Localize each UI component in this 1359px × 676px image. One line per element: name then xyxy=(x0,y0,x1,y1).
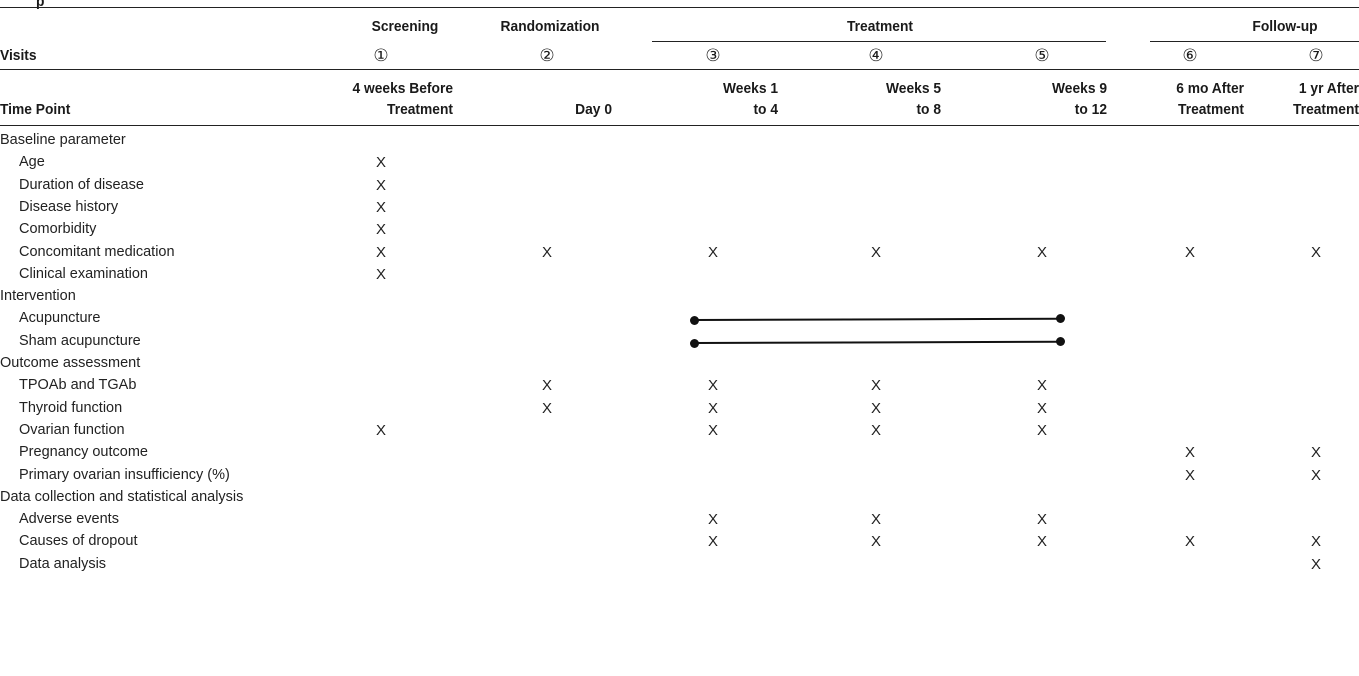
row-label: Comorbidity xyxy=(19,221,97,237)
visit-number-5: ⑤ xyxy=(1034,46,1050,65)
timepoint-3-line-1: Weeks 1 xyxy=(723,80,778,97)
visit-number-7: ⑦ xyxy=(1308,46,1324,65)
cell-mark: X xyxy=(707,511,718,528)
cell-mark: X xyxy=(375,422,386,439)
cell-mark: X xyxy=(1310,244,1321,261)
visit-number-6: ⑥ xyxy=(1182,46,1198,65)
cell-mark: X xyxy=(1036,377,1047,394)
visit-number-3: ③ xyxy=(705,46,721,65)
cell-mark: X xyxy=(1310,556,1321,573)
cell-mark: X xyxy=(1036,422,1047,439)
row-label: Clinical examination xyxy=(19,266,148,282)
timepoint-7-line-1: 1 yr After xyxy=(1298,80,1359,97)
timepoint-label: Time Point xyxy=(0,101,71,118)
cell-mark: X xyxy=(870,511,881,528)
timepoint-2-line-2: Day 0 xyxy=(575,101,612,118)
cell-mark: X xyxy=(1184,467,1195,484)
phase-randomization: Randomization xyxy=(500,18,600,35)
row-label: Concomitant medication xyxy=(19,244,175,260)
row-label: Ovarian function xyxy=(19,422,125,438)
table-title-fragment: p xyxy=(36,0,45,10)
phase-treatment: Treatment xyxy=(847,18,913,35)
cell-mark: X xyxy=(541,377,552,394)
cell-mark: X xyxy=(870,400,881,417)
visits-label: Visits xyxy=(0,47,37,64)
timepoint-5-line-1: Weeks 9 xyxy=(1052,80,1107,97)
timepoint-5-line-2: to 12 xyxy=(1074,101,1107,118)
timepoint-6-line-1: 6 mo After xyxy=(1176,80,1244,97)
section-label: Data collection and statistical analysis xyxy=(0,489,244,505)
cell-mark: X xyxy=(1310,467,1321,484)
treatment-phase-rule xyxy=(652,41,1106,42)
timepoint-6-line-2: Treatment xyxy=(1178,101,1244,118)
cell-mark: X xyxy=(707,400,718,417)
row-label: TPOAb and TGAb xyxy=(19,377,137,393)
row-label: Disease history xyxy=(19,199,119,215)
row-label: Duration of disease xyxy=(19,177,144,193)
cell-mark: X xyxy=(1184,533,1195,550)
cell-mark: X xyxy=(707,244,718,261)
treatment-duration-line xyxy=(693,317,1061,321)
timepoint-4-line-2: to 8 xyxy=(916,101,941,118)
header-bottom-rule xyxy=(0,125,1359,126)
cell-mark: X xyxy=(870,244,881,261)
cell-mark: X xyxy=(541,400,552,417)
row-label: Thyroid function xyxy=(19,400,123,416)
timepoint-1-line-1: 4 weeks Before xyxy=(352,80,453,97)
cell-mark: X xyxy=(1184,444,1195,461)
cell-mark: X xyxy=(707,377,718,394)
cell-mark: X xyxy=(1036,533,1047,550)
timepoint-7-line-2: Treatment xyxy=(1293,101,1359,118)
duration-start-dot xyxy=(690,339,699,348)
row-label: Data analysis xyxy=(19,556,107,572)
duration-end-dot xyxy=(1056,314,1065,323)
visit-number-1: ① xyxy=(373,46,389,65)
cell-mark: X xyxy=(1036,400,1047,417)
cell-mark: X xyxy=(375,154,386,171)
cell-mark: X xyxy=(1036,511,1047,528)
section-label: Outcome assessment xyxy=(0,355,141,371)
row-label: Primary ovarian insufficiency (%) xyxy=(19,467,230,483)
table-top-rule xyxy=(0,7,1359,8)
treatment-duration-line xyxy=(693,340,1061,344)
section-label: Intervention xyxy=(0,288,76,304)
cell-mark: X xyxy=(1310,533,1321,550)
phase-followup: Follow-up xyxy=(1252,18,1318,35)
phase-screening: Screening xyxy=(371,18,439,35)
timepoint-3-line-2: to 4 xyxy=(753,101,778,118)
cell-mark: X xyxy=(870,533,881,550)
followup-phase-rule xyxy=(1150,41,1359,42)
row-label: Pregnancy outcome xyxy=(19,444,148,460)
row-label: Causes of dropout xyxy=(19,533,138,549)
cell-mark: X xyxy=(707,533,718,550)
cell-mark: X xyxy=(1184,244,1195,261)
visits-rule xyxy=(0,69,1359,70)
row-label: Adverse events xyxy=(19,511,119,527)
cell-mark: X xyxy=(375,244,386,261)
timepoint-1-line-2: Treatment xyxy=(387,101,453,118)
duration-end-dot xyxy=(1056,337,1065,346)
cell-mark: X xyxy=(375,221,386,238)
duration-start-dot xyxy=(690,316,699,325)
row-label: Sham acupuncture xyxy=(19,333,141,349)
cell-mark: X xyxy=(870,422,881,439)
cell-mark: X xyxy=(1036,244,1047,261)
timepoint-4-line-1: Weeks 5 xyxy=(886,80,941,97)
visit-number-2: ② xyxy=(539,46,555,65)
visit-number-4: ④ xyxy=(868,46,884,65)
cell-mark: X xyxy=(375,266,386,283)
cell-mark: X xyxy=(375,199,386,216)
row-label: Acupuncture xyxy=(19,310,101,326)
cell-mark: X xyxy=(375,177,386,194)
cell-mark: X xyxy=(541,244,552,261)
cell-mark: X xyxy=(870,377,881,394)
cell-mark: X xyxy=(707,422,718,439)
section-label: Baseline parameter xyxy=(0,132,126,148)
cell-mark: X xyxy=(1310,444,1321,461)
row-label: Age xyxy=(19,154,45,170)
